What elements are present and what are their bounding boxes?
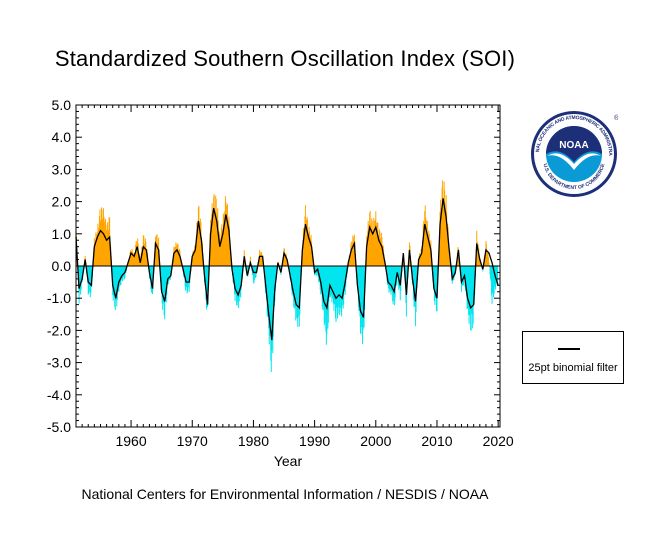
logo-noaa-text: NOAA: [559, 140, 588, 151]
y-tick-label: -5.0: [47, 419, 71, 435]
legend: 25pt binomial filter: [522, 331, 624, 384]
y-tick-label: -1.0: [47, 290, 71, 306]
y-tick-label: -2.0: [47, 322, 71, 338]
x-axis: 1960 1970 1980 1990 2000 2010 2020: [75, 105, 514, 449]
y-tick-label: -3.0: [47, 355, 71, 371]
footer-credit: National Centers for Environmental Infor…: [81, 486, 489, 502]
chart-title: Standardized Southern Oscillation Index …: [54, 46, 516, 71]
y-tick-label: 0.0: [52, 258, 72, 274]
binomial-filter-line: [75, 198, 499, 341]
logo-registered-mark: ®: [614, 114, 618, 122]
legend-label: 25pt binomial filter: [528, 362, 618, 374]
soi-bars: [75, 180, 499, 372]
y-tick-label: 4.0: [52, 129, 72, 145]
y-axis: 5.0 4.0 3.0 2.0 1.0 0.0 -1.0 -2.0 -3.0 -4.0 -5.0: [47, 97, 500, 435]
y-tick-label: 2.0: [52, 194, 72, 210]
legend-filter-swatch: [558, 348, 580, 350]
y-tick-label: 3.0: [52, 161, 72, 177]
x-axis-label: Year: [274, 453, 303, 469]
x-tick-label: 1960: [115, 433, 146, 449]
x-tick-label: 2010: [421, 433, 452, 449]
x-tick-label: 2020: [483, 433, 514, 449]
y-tick-label: -4.0: [47, 387, 71, 403]
x-tick-label: 2000: [360, 433, 391, 449]
y-tick-label: 1.0: [52, 226, 72, 242]
y-tick-label: 5.0: [52, 97, 72, 113]
noaa-logo: NATIONAL OCEANIC AND ATMOSPHERIC ADMINIS…: [528, 106, 620, 203]
x-tick-label: 1990: [299, 433, 330, 449]
x-tick-label: 1970: [177, 433, 208, 449]
x-tick-label: 1980: [238, 433, 269, 449]
